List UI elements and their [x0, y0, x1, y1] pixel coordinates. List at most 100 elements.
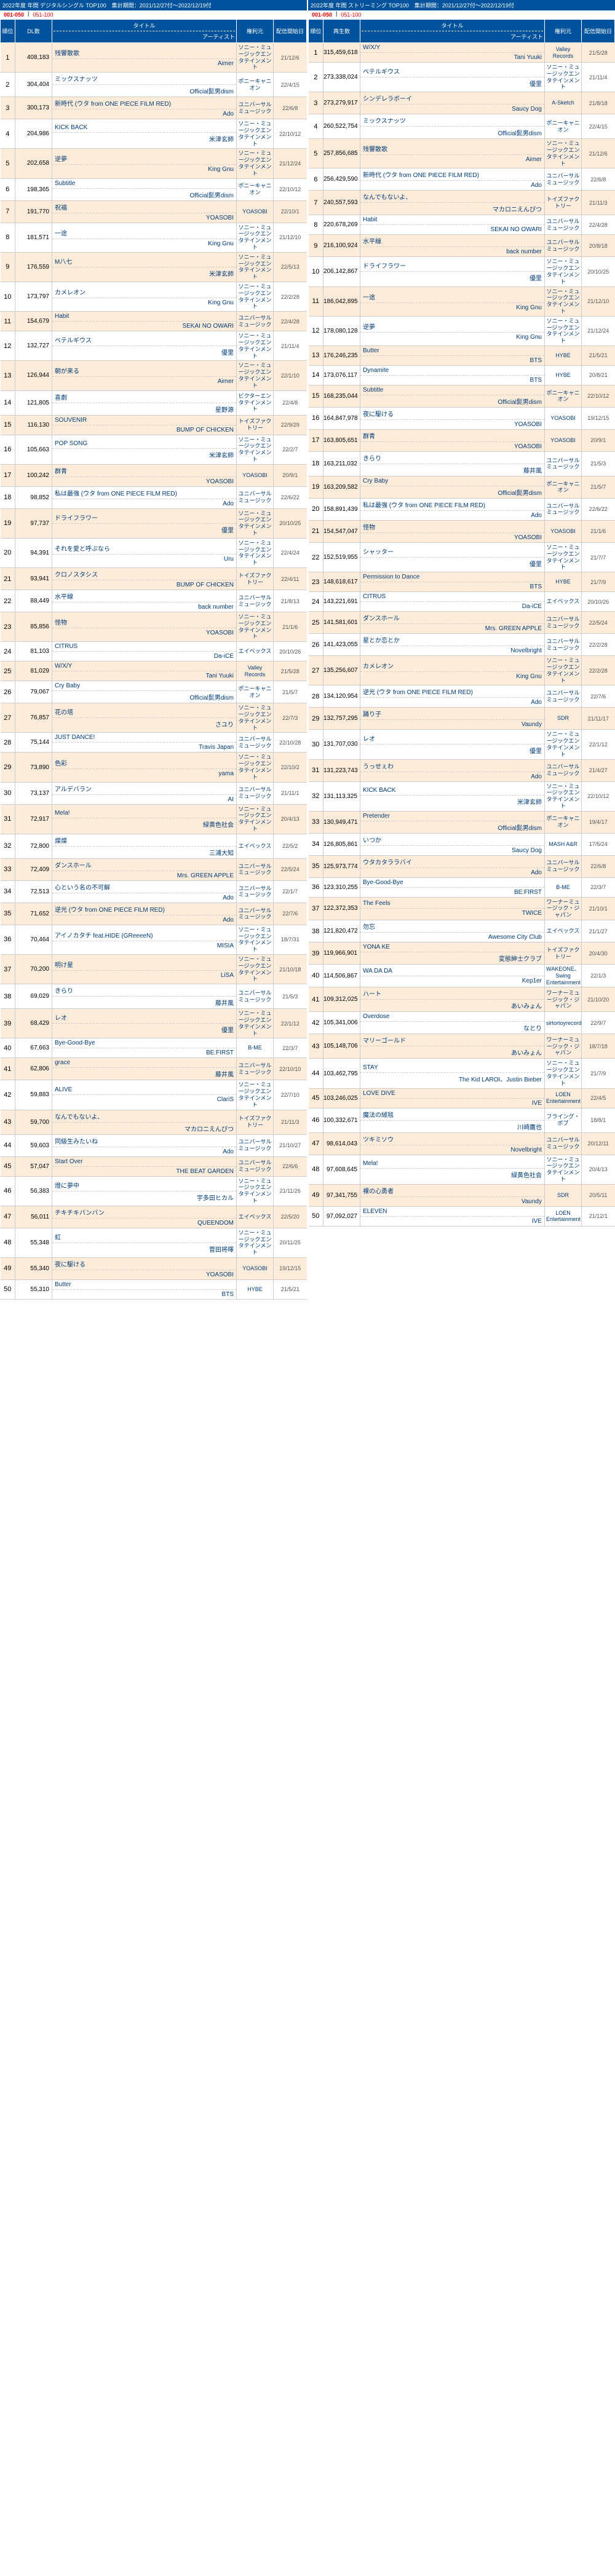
artist-cell[interactable]: BTS — [360, 582, 544, 591]
tab-001-050[interactable]: 001-050 — [0, 10, 28, 19]
artist-cell[interactable]: IVE — [360, 1216, 544, 1226]
title-cell[interactable]: マリーゴールド — [360, 1034, 544, 1046]
title-cell[interactable]: アイノカタチ feat.HIDE (GReeeeN) — [52, 929, 236, 941]
title-cell[interactable]: カメレオン — [360, 660, 544, 671]
tab-051-100[interactable]: 051-100 — [337, 10, 365, 19]
title-cell[interactable]: Permission to Dance — [360, 572, 544, 582]
title-cell[interactable]: 夜に駆ける — [52, 1258, 236, 1270]
title-cell[interactable]: ダンスホール — [52, 859, 236, 871]
title-cell[interactable]: ダンスホール — [360, 612, 544, 623]
title-cell[interactable]: 燦燦 — [52, 834, 236, 846]
artist-cell[interactable]: Aimer — [52, 376, 236, 386]
artist-cell[interactable]: BTS — [360, 355, 544, 365]
title-cell[interactable]: 色彩 — [52, 757, 236, 768]
title-cell[interactable]: KICK BACK — [360, 786, 544, 795]
artist-cell[interactable]: The Kid LAROI、Justin Bieber — [360, 1072, 544, 1085]
title-cell[interactable]: Subtitle — [52, 179, 236, 188]
title-cell[interactable]: CITRUS — [52, 642, 236, 651]
title-cell[interactable]: SOUVENIR — [52, 416, 236, 425]
artist-cell[interactable]: なとり — [360, 1021, 544, 1033]
title-cell[interactable]: なんでもないよ、 — [52, 1110, 236, 1122]
artist-cell[interactable]: 優里 — [360, 77, 544, 89]
title-cell[interactable]: W/X/Y — [52, 662, 236, 671]
artist-cell[interactable]: 藤井風 — [52, 996, 236, 1008]
title-cell[interactable]: 私は最強 (ウタ from ONE PIECE FILM RED) — [360, 499, 544, 510]
title-cell[interactable]: 私は最強 (ウタ from ONE PIECE FILM RED) — [52, 487, 236, 499]
artist-cell[interactable]: Ado — [52, 499, 236, 508]
title-cell[interactable]: Butter — [52, 1280, 236, 1289]
artist-cell[interactable]: Ado — [360, 510, 544, 520]
title-cell[interactable]: Habit — [360, 215, 544, 224]
artist-cell[interactable]: YOASOBI — [360, 441, 544, 451]
title-cell[interactable]: 残響散歌 — [52, 47, 236, 58]
artist-cell[interactable]: King Gnu — [360, 302, 544, 312]
title-cell[interactable]: 心という名の不可解 — [52, 881, 236, 893]
title-cell[interactable]: ハート — [360, 987, 544, 999]
title-cell[interactable]: ミックスナッツ — [52, 73, 236, 84]
artist-cell[interactable]: King Gnu — [360, 671, 544, 681]
title-cell[interactable]: CITRUS — [360, 592, 544, 601]
title-cell[interactable]: 勿忘 — [360, 920, 544, 932]
artist-cell[interactable]: Awesome City Club — [360, 932, 544, 942]
title-cell[interactable]: POP SONG — [52, 439, 236, 448]
title-cell[interactable]: レオ — [360, 732, 544, 744]
artist-cell[interactable]: マカロニえんぴつ — [52, 1122, 236, 1134]
title-cell[interactable]: シンデレラボーイ — [360, 92, 544, 104]
title-cell[interactable]: きらり — [360, 452, 544, 464]
artist-cell[interactable]: SEKAI NO OWARI — [360, 224, 544, 234]
title-cell[interactable]: クロノスタシス — [52, 568, 236, 580]
artist-cell[interactable]: Official髭男dism — [360, 395, 544, 407]
artist-cell[interactable]: Official髭男dism — [360, 821, 544, 833]
artist-cell[interactable]: Official髭男dism — [360, 486, 544, 498]
artist-cell[interactable]: King Gnu — [52, 298, 236, 307]
artist-cell[interactable]: 緑黄色社会 — [360, 1168, 544, 1180]
artist-cell[interactable]: Da-iCE — [360, 601, 544, 611]
artist-cell[interactable]: 優里 — [52, 523, 236, 535]
title-cell[interactable]: Mela! — [360, 1159, 544, 1168]
artist-cell[interactable]: YOASOBI — [360, 419, 544, 429]
artist-cell[interactable]: 藤井風 — [52, 1067, 236, 1080]
title-cell[interactable]: レオ — [52, 1011, 236, 1023]
artist-cell[interactable]: 優里 — [360, 744, 544, 756]
title-cell[interactable]: 花の塔 — [52, 706, 236, 717]
artist-cell[interactable]: IVE — [360, 1098, 544, 1108]
artist-cell[interactable]: SEKAI NO OWARI — [52, 321, 236, 331]
title-cell[interactable]: Pretender — [360, 812, 544, 821]
artist-cell[interactable]: 米津玄師 — [52, 448, 236, 460]
artist-cell[interactable]: Official髭男dism — [52, 690, 236, 703]
artist-cell[interactable]: BTS — [360, 375, 544, 385]
title-cell[interactable]: 祝福 — [52, 201, 236, 213]
artist-cell[interactable]: Aimer — [52, 58, 236, 68]
artist-cell[interactable]: Mrs. GREEN APPLE — [52, 871, 236, 880]
title-cell[interactable]: ミックスナッツ — [360, 114, 544, 126]
artist-cell[interactable]: QUEENDOM — [52, 1218, 236, 1228]
artist-cell[interactable]: Ado — [360, 772, 544, 781]
title-cell[interactable]: 怪物 — [52, 616, 236, 628]
title-cell[interactable]: なんでもないよ、 — [360, 191, 544, 202]
title-cell[interactable]: それを愛と呼ぶなら — [52, 542, 236, 554]
title-cell[interactable]: grace — [52, 1058, 236, 1067]
artist-cell[interactable]: YOASOBI — [360, 532, 544, 542]
title-cell[interactable]: 一途 — [360, 291, 544, 302]
artist-cell[interactable]: YOASOBI — [52, 628, 236, 638]
title-cell[interactable]: 怪物 — [360, 521, 544, 532]
artist-cell[interactable]: Aimer — [360, 154, 544, 164]
artist-cell[interactable]: マカロニえんぴつ — [360, 202, 544, 215]
artist-cell[interactable]: 米津玄師 — [360, 795, 544, 807]
artist-cell[interactable]: 優里 — [360, 271, 544, 283]
artist-cell[interactable]: back number — [52, 602, 236, 612]
title-cell[interactable]: 明け星 — [52, 958, 236, 970]
artist-cell[interactable]: あいみょん — [360, 999, 544, 1011]
title-cell[interactable]: 同級生みたいね — [52, 1135, 236, 1147]
artist-cell[interactable]: MISIA — [52, 941, 236, 950]
title-cell[interactable]: Cry Baby — [52, 681, 236, 690]
artist-cell[interactable]: Novelbright — [360, 1145, 544, 1155]
artist-cell[interactable]: 星野源 — [52, 403, 236, 415]
artist-cell[interactable]: BE:FIRST — [52, 1048, 236, 1057]
artist-cell[interactable]: 米津玄師 — [52, 267, 236, 279]
artist-cell[interactable]: BUMP OF CHICKEN — [52, 425, 236, 435]
artist-cell[interactable]: yama — [52, 768, 236, 778]
artist-cell[interactable]: AI — [52, 794, 236, 804]
artist-cell[interactable]: Saucy Dog — [360, 845, 544, 855]
title-cell[interactable]: アルデバラン — [52, 783, 236, 794]
